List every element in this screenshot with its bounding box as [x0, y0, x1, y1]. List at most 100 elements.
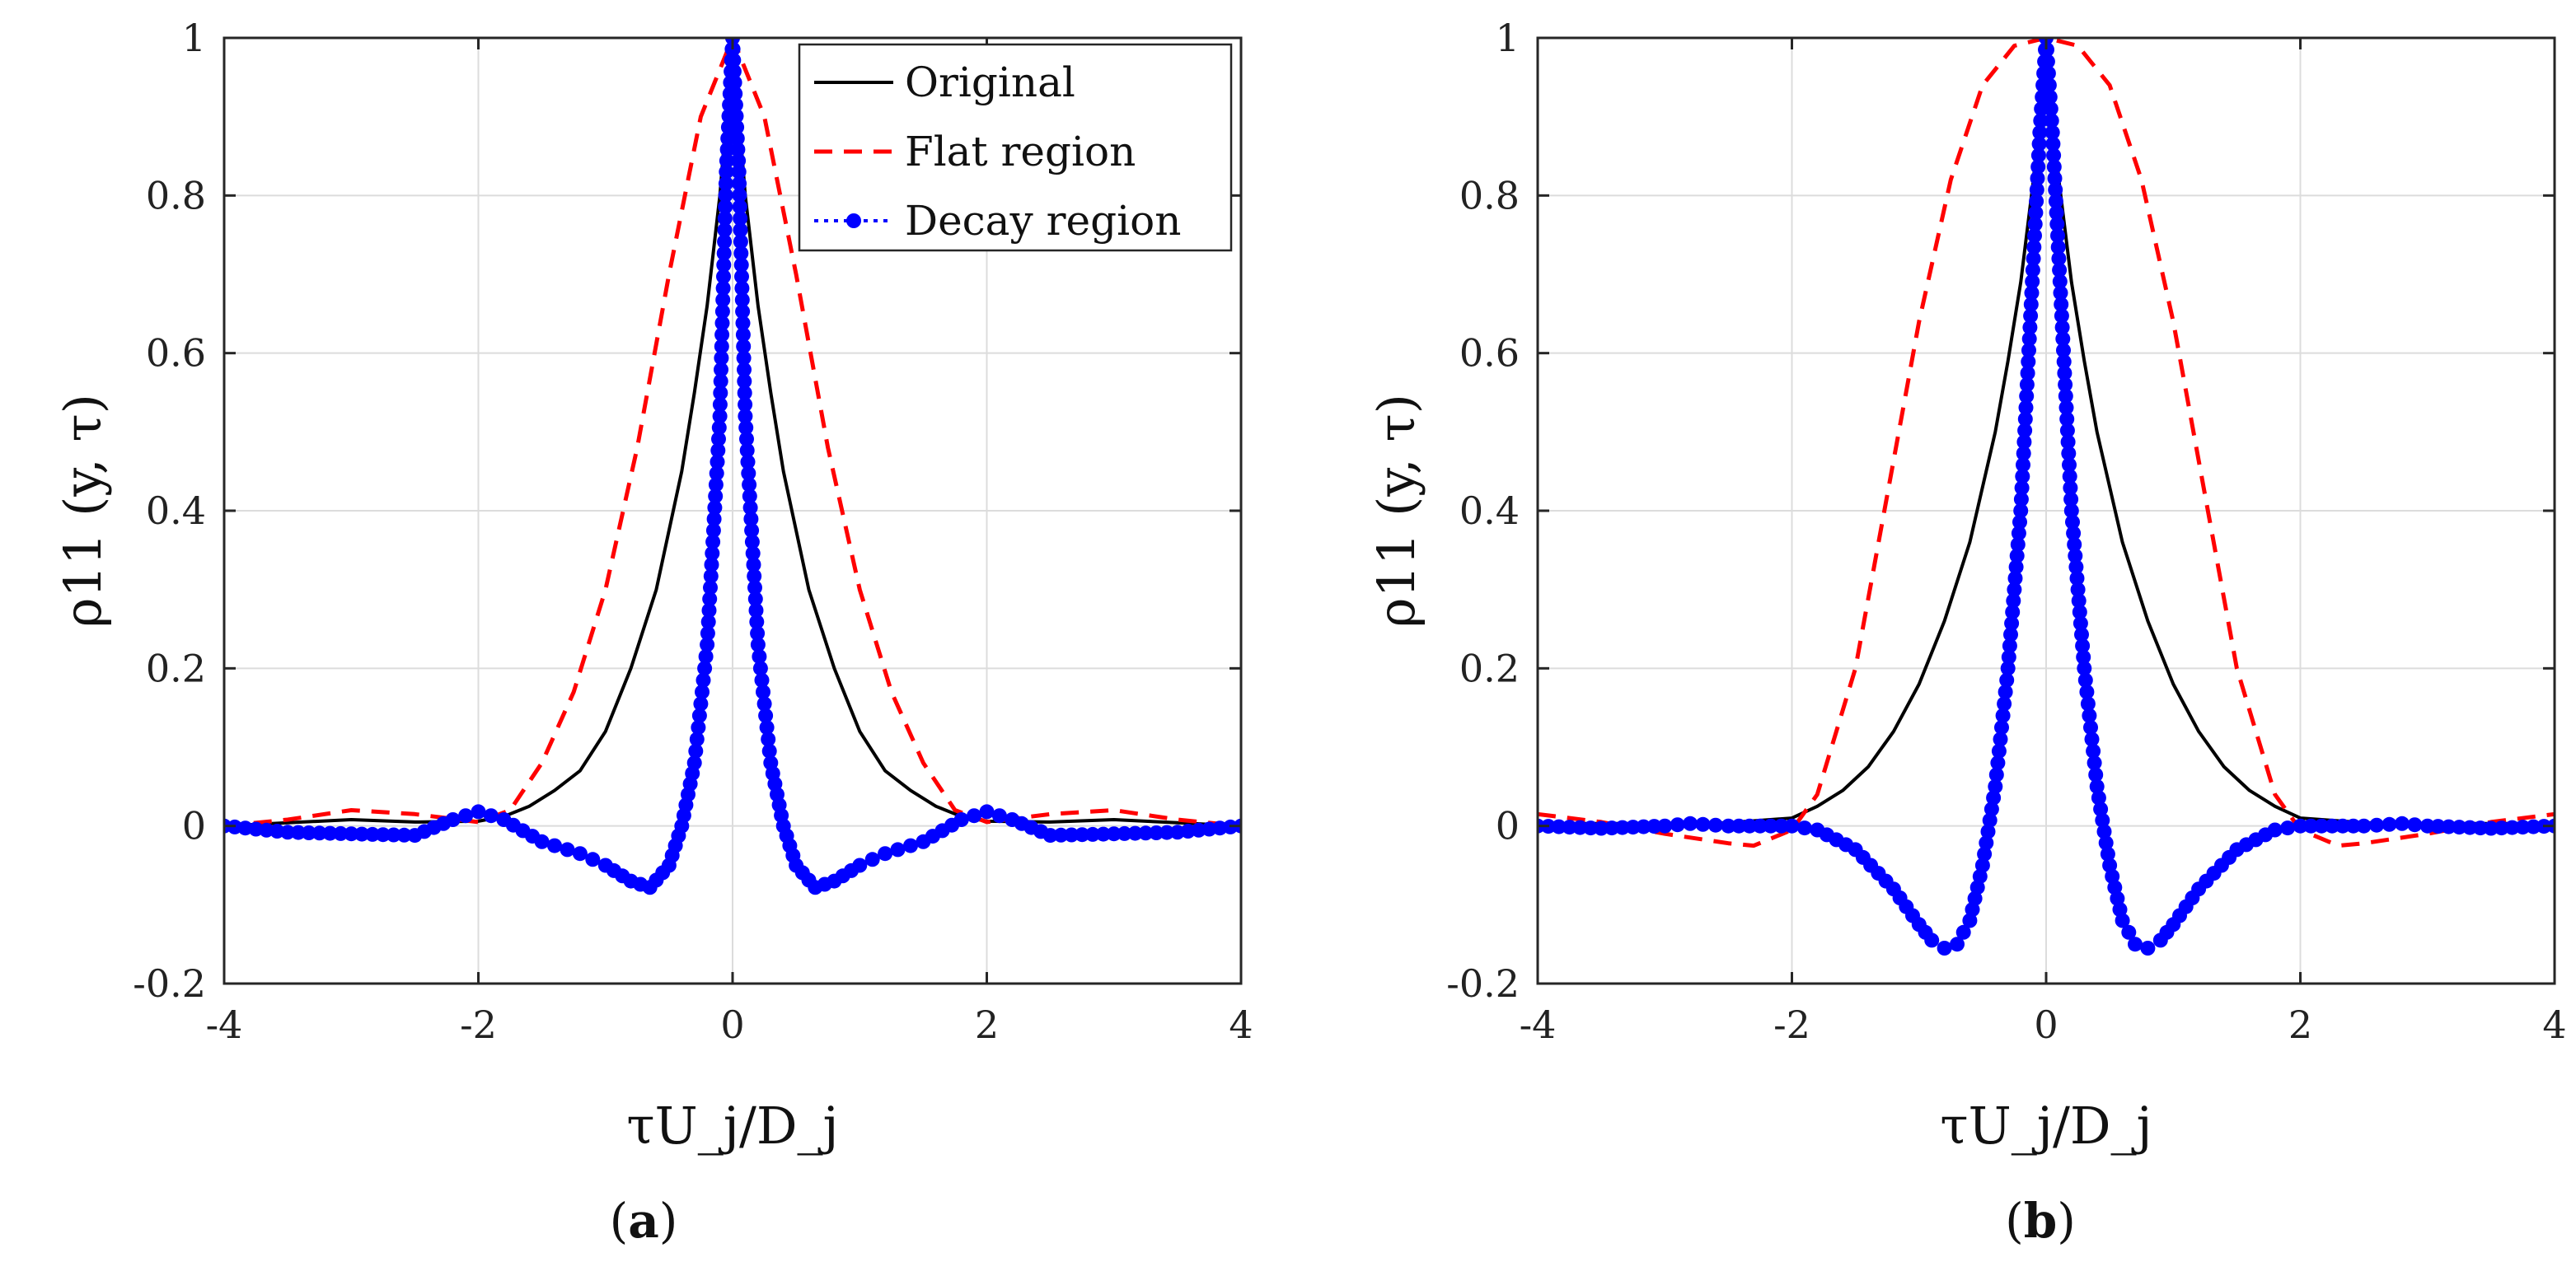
data-point	[704, 557, 719, 573]
data-point	[705, 522, 721, 538]
data-point	[715, 280, 731, 296]
data-point	[754, 672, 770, 688]
data-point	[732, 175, 747, 191]
data-point	[2070, 582, 2086, 597]
data-point	[2019, 376, 2035, 392]
data-point	[2020, 366, 2035, 381]
data-point	[726, 63, 742, 79]
data-point	[2105, 868, 2120, 884]
data-point	[2006, 593, 2021, 609]
data-point	[2083, 720, 2098, 736]
data-point	[2121, 924, 2137, 940]
data-point	[2046, 147, 2062, 163]
data-point	[2024, 285, 2040, 301]
data-point	[375, 827, 391, 843]
data-point	[2088, 767, 2104, 783]
data-point	[2394, 816, 2410, 831]
data-point	[761, 743, 777, 759]
data-point	[2029, 194, 2044, 209]
data-point	[696, 672, 711, 688]
data-point	[738, 397, 753, 413]
x-axis-label: τU_j/D_j	[626, 1096, 839, 1156]
data-point	[2010, 537, 2026, 552]
data-point	[2452, 820, 2467, 835]
data-point	[1950, 937, 1965, 952]
data-point	[2054, 308, 2069, 324]
data-point	[734, 292, 750, 307]
data-point	[1683, 816, 1698, 831]
data-point	[700, 614, 716, 629]
x-tick-label: 2	[975, 1003, 999, 1047]
data-point	[715, 292, 731, 307]
data-point	[2048, 194, 2063, 209]
data-point	[750, 637, 766, 652]
data-point	[1974, 858, 1990, 873]
data-point	[2053, 285, 2068, 301]
data-point	[365, 826, 380, 842]
data-point	[471, 804, 486, 820]
data-point	[738, 420, 754, 436]
data-point	[2314, 818, 2330, 834]
data-point	[2007, 582, 2022, 597]
data-point	[1991, 743, 2007, 759]
data-point	[717, 211, 733, 227]
data-point	[2072, 605, 2087, 619]
y-tick-label: 0	[1496, 804, 1520, 848]
data-point	[2067, 537, 2082, 552]
data-point	[2084, 731, 2100, 747]
data-point	[2062, 457, 2077, 473]
data-point	[717, 234, 733, 250]
data-point	[2065, 514, 2080, 530]
data-point	[2040, 42, 2054, 58]
data-point	[718, 187, 733, 203]
panel-letter: b	[2024, 1193, 2058, 1249]
data-point	[2356, 818, 2372, 834]
data-point	[1721, 818, 1736, 834]
data-point	[2047, 171, 2063, 186]
data-point	[730, 142, 746, 157]
data-point	[714, 339, 729, 354]
data-point	[2014, 480, 2030, 496]
data-point	[739, 431, 754, 446]
data-point	[693, 696, 709, 712]
data-point	[2032, 124, 2048, 140]
data-point	[259, 822, 274, 838]
data-point	[716, 257, 732, 273]
data-point	[1551, 819, 1567, 834]
data-point	[1742, 818, 1758, 834]
data-point	[2013, 492, 2029, 507]
data-point	[741, 465, 756, 481]
y-tick-label: 0.2	[146, 646, 206, 690]
data-point	[1984, 802, 1999, 817]
data-point	[585, 852, 601, 867]
data-point	[2052, 262, 2068, 278]
data-point	[2112, 902, 2128, 918]
x-tick-label: -4	[1520, 1003, 1557, 1047]
y-tick-label: 1	[182, 16, 206, 60]
data-point	[1763, 818, 1778, 834]
data-point	[2068, 559, 2084, 575]
data-point	[1657, 818, 1673, 834]
data-point	[2050, 240, 2066, 255]
data-point	[534, 834, 550, 849]
y-tick-label: -0.2	[133, 961, 206, 1006]
panel-label: (a)	[610, 1193, 678, 1249]
data-point	[2369, 817, 2385, 833]
x-tick-label: 0	[2034, 1003, 2058, 1047]
data-point	[728, 86, 743, 101]
data-point	[2115, 913, 2130, 928]
data-point	[2267, 822, 2283, 838]
data-point	[2002, 638, 2017, 653]
data-point	[740, 454, 756, 470]
y-tick-label: 0.6	[146, 331, 206, 376]
y-tick-label: 0.6	[1459, 331, 1520, 376]
data-point	[852, 858, 868, 873]
legend-label: Original	[905, 58, 1075, 106]
data-point	[2345, 818, 2361, 834]
data-point	[695, 685, 710, 699]
data-point	[2040, 66, 2056, 81]
data-point	[1064, 827, 1080, 843]
data-point	[2089, 778, 2105, 794]
data-point	[1752, 818, 1768, 834]
data-point	[759, 720, 775, 736]
